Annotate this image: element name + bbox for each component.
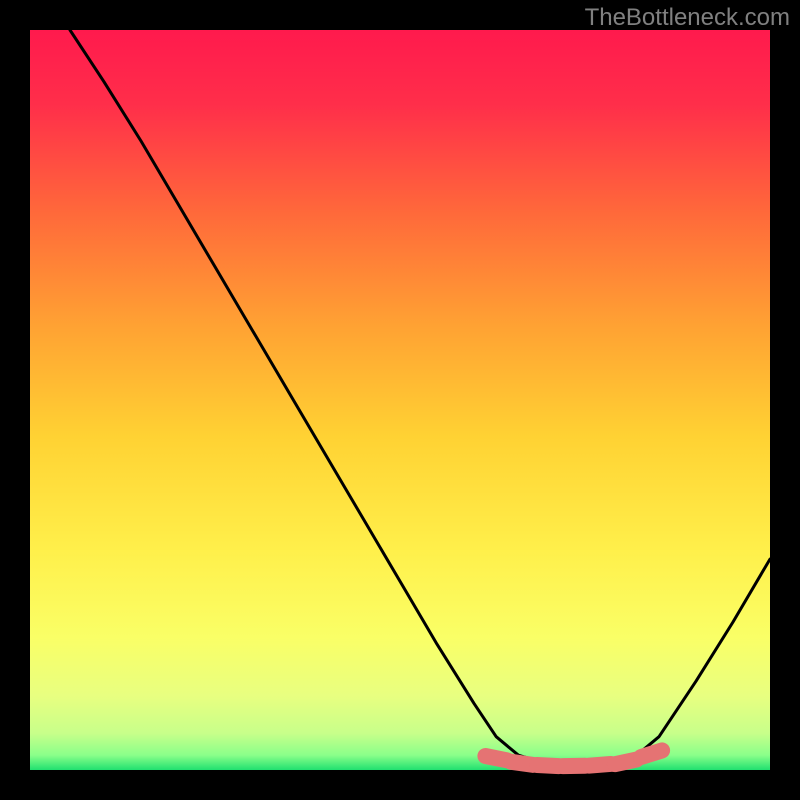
bottleneck-curve-chart — [0, 0, 800, 800]
watermark-text: TheBottleneck.com — [585, 4, 790, 32]
chart-frame: TheBottleneck.com — [0, 0, 800, 800]
